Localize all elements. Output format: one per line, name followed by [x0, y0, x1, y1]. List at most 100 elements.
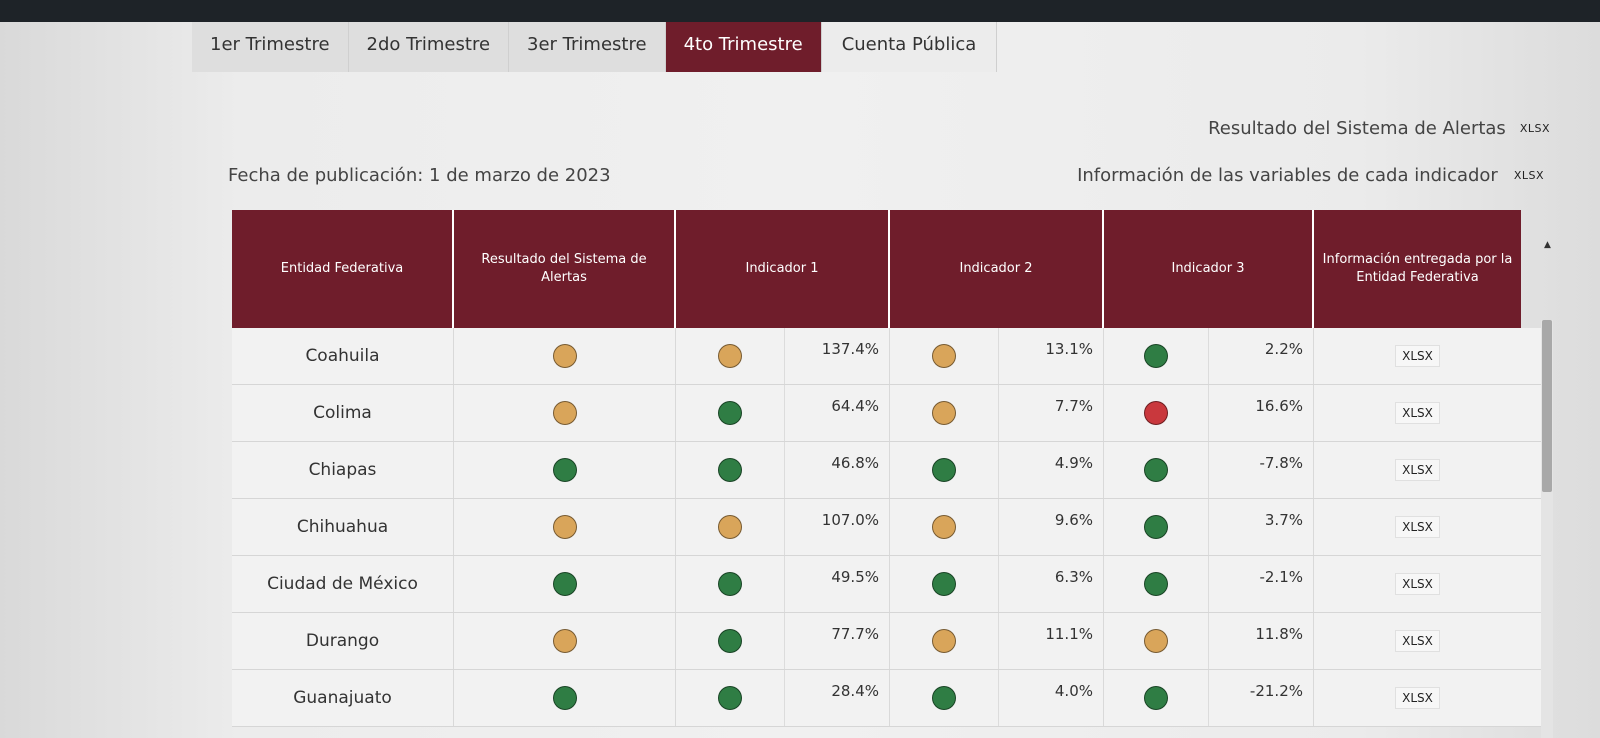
info-xlsx-link[interactable]: XLSX [1395, 516, 1440, 538]
cell-resultado [454, 556, 676, 612]
indicador-1-value: 64.4% [831, 397, 879, 415]
indicador-2-status [890, 556, 1000, 612]
indicador-3-value: 2.2% [1264, 340, 1303, 358]
info-xlsx-link[interactable]: XLSX [1395, 630, 1440, 652]
cell-info: XLSX [1314, 613, 1521, 669]
indicador-2-status [890, 670, 1000, 726]
indicador-3-status-dot-icon [1144, 458, 1169, 482]
cell-resultado [454, 613, 676, 669]
scroll-up-arrow-icon[interactable]: ▲ [1544, 240, 1551, 250]
table-scrollbar-thumb[interactable] [1542, 320, 1552, 492]
indicador-1-status [676, 385, 786, 441]
cell-info: XLSX [1314, 670, 1521, 726]
resultado-status-dot-icon [552, 686, 577, 710]
info-xlsx-link[interactable]: XLSX [1395, 573, 1440, 595]
tab-3er-trimestre[interactable]: 3er Trimestre [509, 22, 666, 72]
indicador-1-status [676, 670, 786, 726]
indicador-3-status [1104, 556, 1210, 612]
indicador-1-value: 49.5% [831, 568, 879, 586]
cell-indicador-2: 6.3% [890, 556, 1104, 612]
indicador-1-status-dot-icon [718, 515, 743, 539]
cell-indicador-2: 13.1% [890, 328, 1104, 384]
indicador-1-status [676, 613, 786, 669]
resultado-status-dot-icon [552, 344, 577, 368]
table-row: Colima 64.4% 7.7% 16.6% XLSX [232, 385, 1541, 442]
tab-2do-trimestre[interactable]: 2do Trimestre [348, 22, 510, 72]
cell-info: XLSX [1314, 442, 1521, 498]
tab-cuenta-publica[interactable]: Cuenta Pública [821, 22, 998, 72]
cell-info: XLSX [1314, 385, 1521, 441]
indicador-1-status-dot-icon [718, 572, 743, 596]
cell-indicador-3: 3.7% [1104, 499, 1314, 555]
cell-resultado [454, 670, 676, 726]
indicador-1-status-dot-icon [718, 458, 743, 482]
tab-1er-trimestre[interactable]: 1er Trimestre [192, 22, 349, 72]
cell-resultado [454, 328, 676, 384]
indicador-2-status-dot-icon [932, 686, 957, 710]
info-xlsx-link[interactable]: XLSX [1395, 687, 1440, 709]
info-xlsx-link[interactable]: XLSX [1395, 459, 1440, 481]
indicador-3-status-dot-icon [1144, 572, 1169, 596]
publication-date: Fecha de publicación: 1 de marzo de 2023 [228, 165, 611, 186]
cell-indicador-2: 4.9% [890, 442, 1104, 498]
indicador-2-value: 13.1% [1045, 340, 1093, 358]
tab-4to-trimestre[interactable]: 4to Trimestre [665, 22, 822, 72]
table-body: Coahuila 137.4% 13.1% 2.2% XLSX Colima 6… [232, 328, 1541, 727]
cell-indicador-2: 4.0% [890, 670, 1104, 726]
variables-format-link[interactable]: XLSX [1513, 169, 1544, 182]
cell-entidad: Coahuila [232, 328, 454, 384]
indicador-3-status [1104, 670, 1210, 726]
cell-entidad: Ciudad de México [232, 556, 454, 612]
indicador-2-value: 11.1% [1045, 625, 1093, 643]
cell-entidad: Colima [232, 385, 454, 441]
indicador-1-value: 137.4% [821, 340, 879, 358]
table-header: Entidad Federativa Resultado del Sistema… [232, 210, 1541, 328]
indicador-2-status-dot-icon [932, 572, 957, 596]
indicador-1-status-dot-icon [718, 401, 743, 425]
alertas-download-link[interactable]: Resultado del Sistema de Alertas XLSX [1208, 118, 1550, 139]
indicador-1-status [676, 499, 786, 555]
indicador-3-status [1104, 499, 1210, 555]
header-indicador-1: Indicador 1 [676, 210, 890, 328]
indicador-1-status [676, 556, 786, 612]
variables-download-link[interactable]: Información de las variables de cada ind… [1077, 165, 1544, 186]
indicador-1-value: 107.0% [821, 511, 879, 529]
table-row: Chihuahua 107.0% 9.6% 3.7% XLSX [232, 499, 1541, 556]
cell-indicador-3: 11.8% [1104, 613, 1314, 669]
indicador-3-value: -2.1% [1259, 568, 1303, 586]
indicador-3-status-dot-icon [1144, 629, 1169, 653]
resultado-status-dot-icon [552, 458, 577, 482]
indicador-2-status [890, 328, 1000, 384]
indicador-1-value: 77.7% [831, 625, 879, 643]
indicador-3-status [1104, 328, 1210, 384]
alertas-link-label[interactable]: Resultado del Sistema de Alertas [1208, 118, 1506, 139]
cell-entidad: Chiapas [232, 442, 454, 498]
variables-link-label[interactable]: Información de las variables de cada ind… [1077, 165, 1498, 186]
indicador-3-value: -21.2% [1249, 682, 1303, 700]
cell-info: XLSX [1314, 328, 1521, 384]
alertas-format-link[interactable]: XLSX [1519, 122, 1550, 135]
info-xlsx-link[interactable]: XLSX [1395, 345, 1440, 367]
cell-indicador-1: 28.4% [676, 670, 890, 726]
indicador-2-value: 9.6% [1054, 511, 1093, 529]
cell-indicador-1: 77.7% [676, 613, 890, 669]
cell-indicador-3: 16.6% [1104, 385, 1314, 441]
indicador-3-value: 11.8% [1255, 625, 1303, 643]
indicador-1-value: 28.4% [831, 682, 879, 700]
cell-indicador-1: 46.8% [676, 442, 890, 498]
indicador-2-value: 4.0% [1054, 682, 1093, 700]
indicador-3-status [1104, 442, 1210, 498]
cell-entidad: Chihuahua [232, 499, 454, 555]
info-xlsx-link[interactable]: XLSX [1395, 402, 1440, 424]
header-resultado: Resultado del Sistema de Alertas [454, 210, 676, 328]
browser-top-bar [0, 0, 1600, 22]
indicador-1-status-dot-icon [718, 344, 743, 368]
indicador-3-status-dot-icon [1144, 686, 1169, 710]
cell-indicador-1: 64.4% [676, 385, 890, 441]
indicador-1-status-dot-icon [718, 629, 743, 653]
table-row: Durango 77.7% 11.1% 11.8% XLSX [232, 613, 1541, 670]
indicador-2-value: 7.7% [1054, 397, 1093, 415]
cell-indicador-3: 2.2% [1104, 328, 1314, 384]
header-entidad: Entidad Federativa [232, 210, 454, 328]
indicador-3-status-dot-icon [1144, 344, 1169, 368]
